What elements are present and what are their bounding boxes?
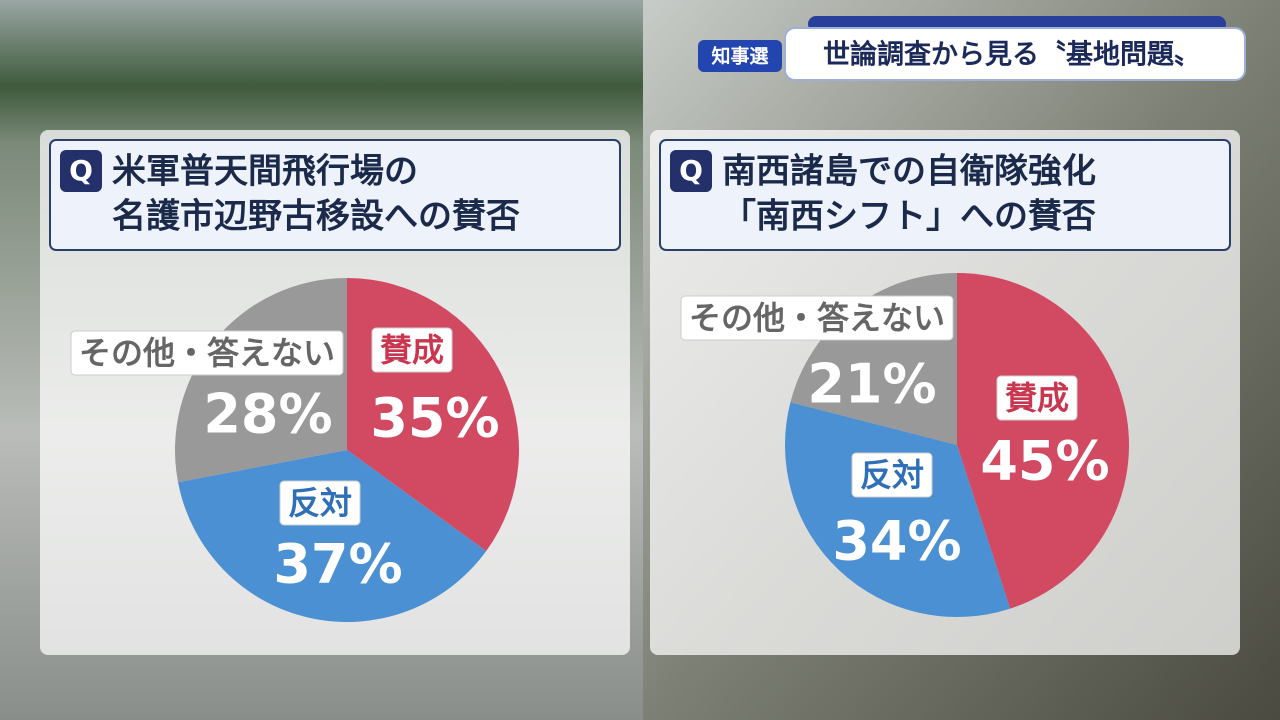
category-label-box	[996, 375, 1078, 421]
category-label-box	[70, 330, 344, 376]
pie-slice	[178, 450, 487, 622]
title-box	[659, 139, 1231, 251]
category-label: 賛成	[380, 331, 444, 369]
chart-title: 南西諸島での自衛隊強化	[722, 152, 1096, 192]
value-label: 28%	[203, 383, 332, 446]
q-badge: Q	[679, 154, 703, 187]
chart-title: 名護市辺野古移設への賛否	[112, 197, 520, 237]
pie-slice	[957, 273, 1130, 609]
value-label: 21%	[807, 353, 936, 416]
pie-slice	[175, 278, 347, 483]
value-label: 45%	[980, 430, 1109, 493]
q-badge-box	[670, 150, 712, 192]
category-label: その他・答えない	[79, 334, 335, 372]
category-label: 賛成	[1005, 379, 1069, 417]
category-label: 反対	[860, 456, 924, 494]
chart-title: 「南西シフト」への賛否	[722, 197, 1096, 237]
title-box	[49, 139, 621, 251]
header-tag: 知事選	[711, 45, 768, 68]
chart-title: 米軍普天間飛行場の	[112, 152, 418, 192]
header-box	[784, 27, 1246, 81]
category-label-box	[371, 327, 453, 373]
value-label: 37%	[273, 533, 402, 596]
header-title: 世論調査から見る〝基地問題〟	[823, 39, 1201, 71]
category-label: 反対	[288, 484, 352, 522]
header-tag-box	[698, 40, 782, 72]
pie-slice	[785, 402, 1011, 617]
category-label: その他・答えない	[689, 299, 945, 337]
category-label-box	[851, 452, 933, 498]
q-badge: Q	[69, 154, 93, 187]
category-label-box	[680, 295, 954, 341]
q-badge-box	[60, 150, 102, 192]
value-label: 35%	[370, 387, 499, 450]
category-label-box	[279, 480, 361, 526]
value-label: 34%	[832, 510, 961, 573]
